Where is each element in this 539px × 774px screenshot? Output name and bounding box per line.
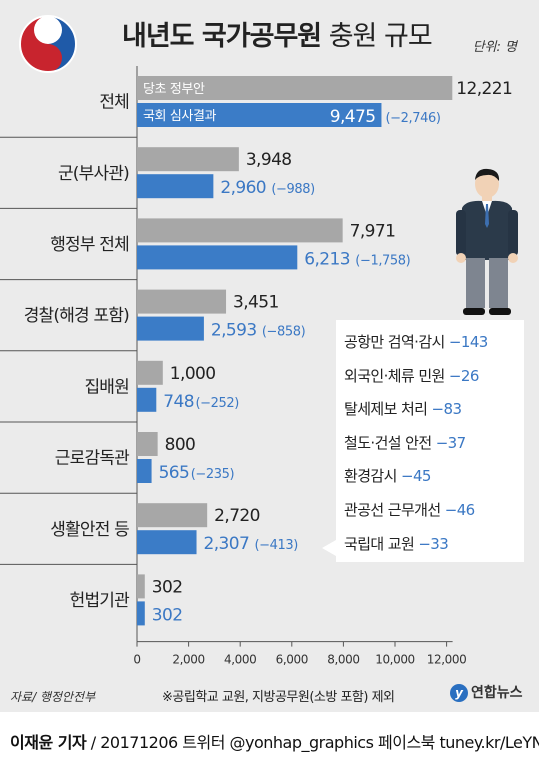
category-label: 생활안전 등 [50, 520, 129, 540]
category-label: 경찰(해경 포함) [24, 306, 129, 326]
value-label-assembly: 2,593 [211, 321, 257, 341]
credit-line: 이재윤 기자 / 20171206 트위터 @yonhap_graphics 페… [10, 729, 539, 753]
bar-assembly [137, 174, 214, 199]
callout-item-delta: −33 [418, 534, 449, 553]
callout-item-delta: −37 [435, 433, 466, 452]
callout-item-label: 외국인·체류 민원 [344, 366, 445, 385]
bar-assembly [137, 103, 382, 127]
title-bold: 내년도 국가공무원 [122, 21, 322, 52]
value-label-gov: 1,000 [170, 364, 216, 384]
yonhap-logo: y 연합뉴스 [450, 682, 523, 702]
category-label: 행정부 전체 [50, 235, 129, 255]
bar-gov [137, 76, 453, 100]
delta-label: (−858) [262, 325, 305, 340]
yonhap-logo-icon: y [450, 684, 468, 702]
callout-item-delta: −83 [431, 400, 462, 419]
bar-gov [137, 503, 208, 528]
bar-assembly [137, 387, 157, 412]
delta-label: (−252) [195, 396, 238, 411]
callout-item-label: 관공선 근무개선 [344, 500, 441, 519]
x-tick-label: 2,000 [172, 653, 204, 667]
value-label-assembly: 302 [152, 605, 183, 625]
callout-item-delta: −143 [448, 333, 488, 351]
government-emblem-icon [19, 15, 77, 73]
bar-gov [137, 432, 158, 456]
delta-label: (−1,758) [355, 253, 410, 268]
value-label-assembly: 6,213 [304, 249, 350, 269]
bar-assembly [137, 316, 204, 341]
callout-item: 공항만 검역·감시 −143 [336, 326, 524, 360]
callout-list: 공항만 검역·감시 −143 외국인·체류 민원 −26 탈세제보 처리 −83… [336, 320, 524, 561]
bar-gov [137, 147, 239, 172]
value-label-gov: 12,221 [456, 79, 512, 99]
value-label-assembly: 2,307 [204, 534, 250, 554]
x-tick-label: 6,000 [276, 653, 308, 667]
callout-box: 공항만 검역·감시 −143 외국인·체류 민원 −26 탈세제보 처리 −83… [336, 320, 524, 562]
value-label-assembly: 9,475 [330, 107, 376, 127]
x-tick-label: 0 [133, 653, 140, 667]
legend-assembly-label: 국회 심사결과 [143, 109, 217, 124]
category-label: 근로감독관 [55, 449, 129, 469]
legend-gov-label: 당초 정부안 [143, 82, 205, 97]
bar-gov [137, 574, 145, 599]
value-label-assembly: 565 [159, 463, 190, 483]
bar-assembly [137, 245, 298, 270]
title-light: 충원 규모 [328, 21, 433, 52]
callout-item-label: 환경감시 [344, 467, 397, 486]
callout-item: 철도·건설 안전 −37 [336, 427, 524, 461]
callout-item-label: 공항만 검역·감시 [344, 333, 445, 351]
exclusion-note: ※공립학교 교원, 지방공무원(소방 포함) 제외 [162, 690, 395, 705]
x-tick-label: 8,000 [327, 653, 359, 667]
callout-item: 탈세제보 처리 −83 [336, 393, 524, 427]
callout-item: 국립대 교원 −33 [336, 528, 524, 562]
value-label-gov: 302 [152, 577, 183, 597]
callout-item-label: 국립대 교원 [344, 534, 415, 553]
value-label-assembly: 748 [163, 392, 194, 412]
value-label-gov: 2,720 [214, 506, 260, 526]
yonhap-logo-text: 연합뉴스 [471, 685, 523, 701]
delta-label: (−2,746) [385, 111, 440, 126]
delta-label: (−988) [271, 182, 314, 197]
callout-item: 관공선 근무개선 −46 [336, 494, 524, 528]
credit-author: 이재윤 기자 [10, 733, 87, 752]
callout-item-delta: −45 [400, 467, 431, 486]
bar-gov [137, 289, 227, 314]
x-tick-label: 12,000 [427, 653, 467, 667]
credit-rest: / 20171206 트위터 @yonhap_graphics 페이스북 tun… [86, 733, 539, 752]
bar-gov [137, 218, 343, 243]
callout-item-label: 철도·건설 안전 [344, 433, 432, 452]
person-illustration-icon [456, 168, 518, 315]
category-label: 전체 [99, 93, 129, 113]
bar-gov [137, 360, 163, 385]
callout-item: 환경감시 −45 [336, 460, 524, 494]
value-label-gov: 800 [165, 435, 196, 455]
callout-item-delta: −46 [444, 500, 475, 519]
source-note: 자료/ 행정안전부 [10, 690, 96, 704]
bar-assembly [137, 601, 145, 626]
category-label: 헌법기관 [70, 591, 130, 611]
bar-assembly [137, 459, 152, 483]
x-tick-label: 4,000 [224, 653, 256, 667]
callout-item: 외국인·체류 민원 −26 [336, 360, 524, 394]
callout-pointer [322, 540, 336, 556]
value-label-gov: 7,971 [350, 221, 396, 241]
value-label-gov: 3,948 [246, 150, 292, 170]
callout-item-delta: −26 [448, 366, 479, 385]
page-title: 내년도 국가공무원 충원 규모 [122, 14, 433, 53]
callout-item-label: 탈세제보 처리 [344, 400, 428, 419]
value-label-assembly: 2,960 [220, 178, 266, 198]
delta-label: (−413) [255, 538, 298, 553]
value-label-gov: 3,451 [233, 293, 279, 313]
unit-label: 단위: 명 [472, 40, 517, 55]
category-label: 집배원 [84, 377, 129, 397]
category-label: 군(부사관) [58, 164, 129, 184]
bar-assembly [137, 530, 197, 555]
x-tick-label: 10,000 [375, 653, 415, 667]
delta-label: (−235) [191, 467, 234, 482]
